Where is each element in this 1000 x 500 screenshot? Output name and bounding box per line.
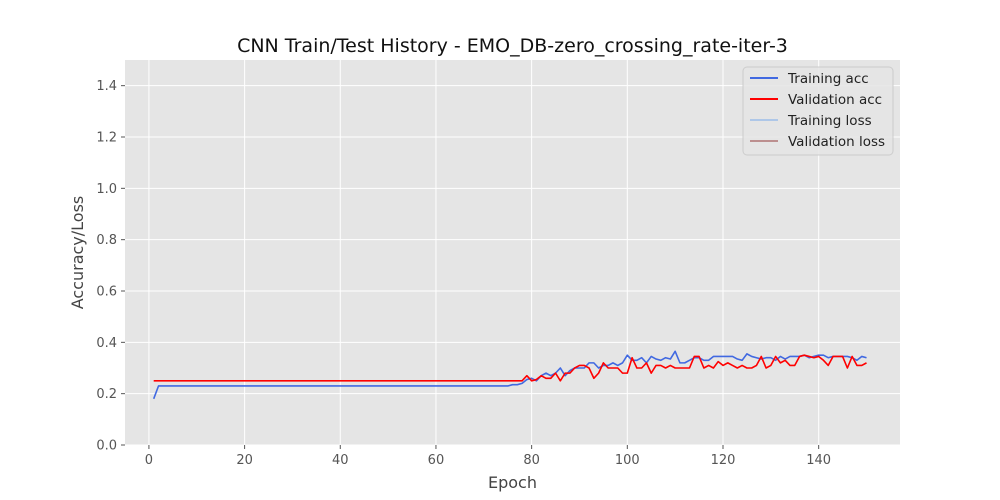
- x-tick-label: 40: [332, 453, 349, 468]
- y-axis-ticks: 0.0 0.2 0.4 0.6 0.8 1.0 1.2 1.4: [96, 79, 125, 454]
- x-tick-label: 80: [523, 453, 540, 468]
- x-tick-label: 60: [428, 453, 445, 468]
- series-layer: [152, 350, 867, 400]
- x-axis-label: Epoch: [488, 473, 537, 492]
- x-tick-label: 100: [615, 453, 640, 468]
- series-line-validation-acc: [153, 354, 867, 382]
- x-tick-label: 140: [806, 453, 831, 468]
- y-tick-label: 0.8: [96, 233, 117, 248]
- legend-box: [742, 66, 894, 156]
- legend-label: Training acc: [787, 71, 869, 87]
- legend-label: Validation acc: [788, 92, 882, 108]
- legend-label: Validation loss: [788, 134, 885, 150]
- legend: Training acc Validation acc Training loss V…: [742, 66, 894, 156]
- y-tick-label: 0.4: [96, 336, 117, 351]
- y-tick-label: 1.2: [96, 131, 117, 146]
- y-tick-label: 0.2: [96, 387, 117, 402]
- y-tick-label: 1.4: [96, 79, 117, 94]
- x-tick-label: 120: [711, 453, 736, 468]
- y-tick-label: 0.6: [96, 285, 117, 300]
- chart-title: CNN Train/Test History - EMO_DB-zero_cro…: [237, 35, 788, 57]
- x-axis-ticks: 0 20 40 60 80 100 120 140: [145, 445, 831, 468]
- legend-label: Training loss: [787, 113, 872, 129]
- y-tick-label: 0.0: [96, 439, 117, 454]
- y-tick-label: 1.0: [96, 182, 117, 197]
- x-tick-label: 0: [145, 453, 153, 468]
- y-axis-label: Accuracy/Loss: [68, 196, 87, 310]
- x-tick-label: 20: [236, 453, 253, 468]
